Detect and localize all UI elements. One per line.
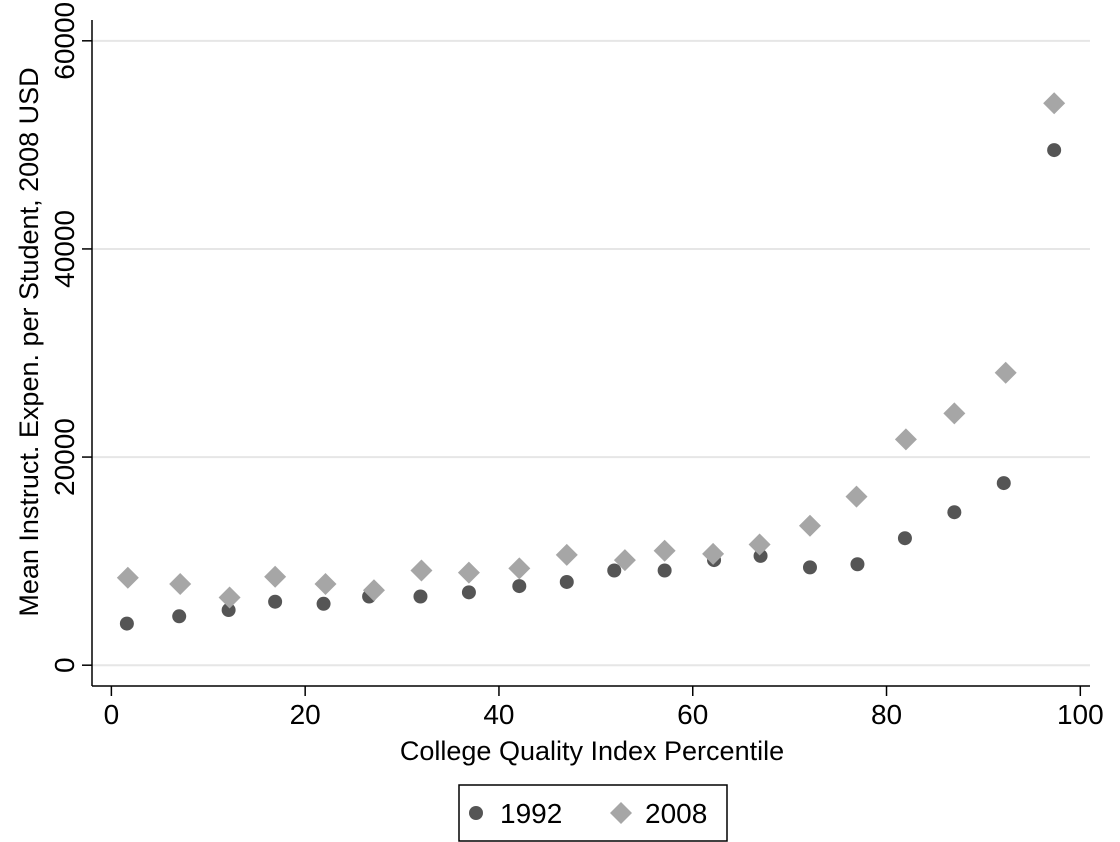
point-2008 — [169, 573, 192, 596]
point-2008 — [218, 586, 241, 609]
y-tick-label: 0 — [49, 657, 80, 673]
point-1992 — [172, 609, 187, 624]
point-1992 — [461, 585, 476, 600]
point-1992 — [897, 531, 912, 546]
data-points — [116, 92, 1066, 631]
point-2008 — [798, 514, 821, 537]
point-2008 — [943, 402, 966, 425]
point-2008 — [116, 566, 139, 589]
x-tick-label: 0 — [104, 699, 120, 730]
x-tick-label: 20 — [290, 699, 321, 730]
point-1992 — [316, 596, 331, 611]
point-2008 — [457, 561, 480, 584]
point-1992 — [850, 557, 865, 572]
legend: 1992 2008 — [458, 784, 728, 842]
point-2008 — [613, 549, 636, 572]
point-1992 — [657, 563, 672, 578]
point-1992 — [802, 560, 817, 575]
point-1992 — [221, 603, 236, 618]
point-2008 — [508, 557, 531, 580]
y-tick-label: 20000 — [49, 418, 80, 496]
point-2008 — [1043, 92, 1066, 115]
point-2008 — [845, 485, 868, 508]
y-tick-label: 40000 — [49, 210, 80, 288]
legend-box — [458, 784, 728, 842]
legend-label-2008: 2008 — [645, 798, 707, 829]
point-2008 — [314, 573, 337, 596]
point-2008 — [653, 539, 676, 562]
point-1992 — [607, 563, 622, 578]
point-1992 — [119, 616, 134, 631]
x-tick-label: 60 — [677, 699, 708, 730]
axes: 0 20 40 60 80 100 0 20000 40000 60000 — [49, 2, 1104, 730]
point-1992 — [268, 594, 283, 609]
point-1992 — [512, 579, 527, 594]
x-tick-label: 40 — [483, 699, 514, 730]
point-1992 — [559, 574, 574, 589]
legend-label-1992: 1992 — [500, 798, 562, 829]
legend-marker-2008 — [610, 802, 632, 824]
point-2008 — [748, 533, 771, 556]
point-2008 — [894, 428, 917, 451]
y-tick-label: 60000 — [49, 2, 80, 80]
gridlines — [92, 39, 1090, 667]
point-1992 — [996, 476, 1011, 491]
point-1992 — [1047, 143, 1062, 158]
legend-marker-1992 — [469, 806, 483, 820]
x-tick-label: 80 — [871, 699, 902, 730]
x-tick-label: 100 — [1057, 699, 1104, 730]
legend-items: 1992 2008 — [469, 798, 707, 829]
point-2008 — [994, 361, 1017, 384]
y-axis-title: Mean Instruct. Expen. per Student, 2008 … — [14, 67, 44, 616]
point-1992 — [413, 589, 428, 604]
x-axis-title: College Quality Index Percentile — [400, 736, 784, 766]
point-2008 — [362, 579, 385, 602]
point-2008 — [410, 559, 433, 582]
point-2008 — [555, 543, 578, 566]
point-2008 — [702, 542, 725, 565]
point-2008 — [264, 565, 287, 588]
point-1992 — [947, 505, 962, 520]
